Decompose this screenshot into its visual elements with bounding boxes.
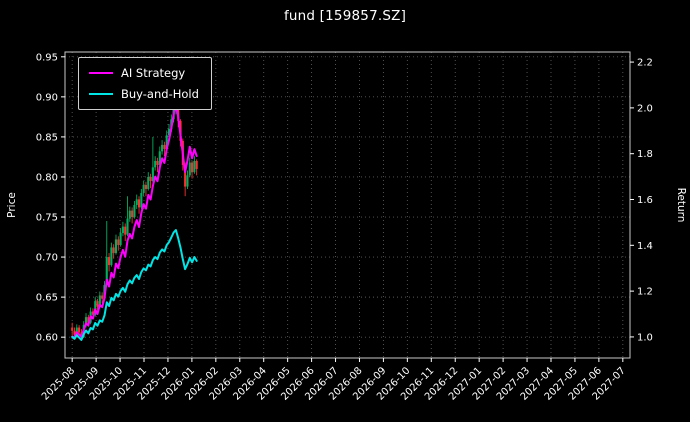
candle-body-up: [114, 239, 118, 254]
left-tick-label: 0.60: [36, 333, 58, 344]
candle-body-down: [78, 327, 81, 333]
ai-strategy-line-swatch: [89, 72, 113, 74]
candle-body-down: [73, 330, 76, 335]
plot-frame: [64, 51, 631, 359]
candle-body-up: [140, 192, 143, 208]
candle-body-down: [108, 257, 111, 266]
candle-body-up: [161, 144, 164, 152]
candle-body-up: [167, 128, 171, 136]
series-line-ai-strategy: [71, 102, 198, 338]
candle-body-up: [135, 199, 138, 205]
buy-and-hold-line-swatch: [89, 93, 113, 95]
candle-body-down: [191, 162, 194, 173]
candle-body-down: [156, 160, 159, 165]
candle-body-down: [112, 247, 115, 254]
right-tick-label: 1.2: [637, 287, 653, 298]
left-tick-label: 0.75: [36, 213, 58, 224]
right-tick-label: 1.4: [637, 241, 653, 252]
candle-body-down: [96, 301, 99, 307]
candle-body-down: [101, 295, 104, 299]
candle-body-down: [149, 176, 152, 181]
legend-item-buy-and-hold: Buy-and-Hold: [89, 87, 199, 101]
candle-body-up: [110, 247, 113, 266]
grid: [65, 52, 630, 358]
candle-body-up: [84, 317, 88, 326]
candle-body-down: [195, 160, 198, 169]
right-tick-label: 2.2: [637, 58, 653, 69]
left-tick-label: 0.65: [36, 293, 58, 304]
candle-body-up: [105, 257, 108, 286]
candle-body-up: [128, 210, 131, 219]
candle-body-up: [151, 167, 154, 181]
candle-body-up: [154, 160, 157, 168]
candle-body-up: [158, 151, 161, 165]
candle-body-up: [186, 175, 189, 187]
left-axis-title: Price: [6, 192, 18, 218]
candlesticks: [71, 95, 198, 341]
legend-item-ai-strategy: AI Strategy: [89, 66, 199, 80]
candle-body-down: [163, 144, 166, 149]
candle-body-up: [193, 160, 196, 173]
right-axis-title: Return: [675, 188, 687, 223]
candle-body-up: [98, 295, 101, 307]
candle-body-up: [142, 184, 145, 193]
right-tick-label: 1.6: [637, 195, 653, 206]
legend-label: Buy-and-Hold: [121, 87, 199, 101]
candle-body-up: [94, 301, 97, 315]
candle-body-up: [188, 162, 191, 176]
candle-body-up: [147, 176, 150, 189]
candle-body-down: [124, 226, 127, 235]
candle-body-down: [131, 210, 134, 218]
right-tick-label: 2.0: [637, 103, 653, 114]
chart-title: fund [159857.SZ]: [283, 8, 407, 24]
candle-body-up: [165, 135, 168, 149]
left-tick-label: 0.80: [36, 172, 58, 183]
candle-body-down: [117, 239, 120, 246]
left-tick-label: 0.85: [36, 132, 58, 143]
candle-body-up: [119, 233, 122, 246]
candle-body-down: [144, 184, 148, 189]
candle-body-down: [71, 327, 74, 331]
candle-body-down: [87, 317, 90, 323]
candle-body-up: [126, 218, 129, 235]
candle-body-up: [75, 327, 78, 335]
left-tick-label: 0.95: [36, 52, 58, 63]
candle-body-down: [91, 311, 94, 315]
right-tick-label: 1.8: [637, 149, 653, 160]
right-tick-label: 1.0: [637, 332, 653, 343]
series-line-buy-and-hold: [71, 229, 198, 341]
left-tick-label: 0.90: [36, 92, 58, 103]
candle-body-up: [133, 205, 136, 218]
candle-body-down: [184, 164, 187, 187]
candle-body-up: [121, 226, 124, 234]
legend-label: AI Strategy: [121, 66, 186, 80]
left-tick-label: 0.70: [36, 253, 58, 264]
legend: AI Strategy Buy-and-Hold: [78, 57, 212, 110]
candle-body-down: [137, 199, 141, 208]
